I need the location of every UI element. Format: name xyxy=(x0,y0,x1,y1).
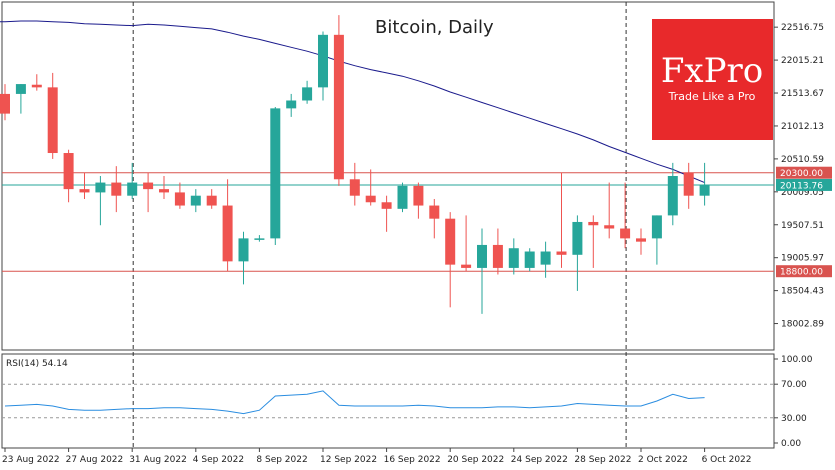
x-tick-label: 20 Sep 2022 xyxy=(447,455,504,465)
y-tick-label: 22516.75 xyxy=(781,23,824,33)
candle-body xyxy=(477,244,487,268)
candle-body xyxy=(445,218,456,265)
x-tick-label: 31 Aug 2022 xyxy=(129,455,187,465)
chart-title: Bitcoin, Daily xyxy=(375,17,494,38)
level-price-tag xyxy=(776,265,832,278)
candle-body xyxy=(302,87,313,101)
y-tick-label: 21012.13 xyxy=(781,122,824,132)
candle-body xyxy=(429,205,440,219)
candle-body xyxy=(508,248,519,268)
candle-body xyxy=(31,84,42,88)
moving-average-line xyxy=(0,20,705,184)
candle-body xyxy=(0,93,10,114)
y-tick-label: 18504.43 xyxy=(781,287,824,297)
candle-body xyxy=(47,87,58,154)
y-tick-label: 19005.97 xyxy=(781,254,824,264)
candle-body xyxy=(111,182,122,196)
fxpro-logo-tagline: Trade Like a Pro xyxy=(668,90,756,103)
candle-body xyxy=(318,34,328,88)
x-tick-label: 12 Sep 2022 xyxy=(320,455,377,465)
candle-body xyxy=(63,153,74,190)
candle-body xyxy=(620,228,631,239)
x-tick-label: 23 Aug 2022 xyxy=(2,455,60,465)
candle-body xyxy=(159,189,169,193)
candle-body xyxy=(381,202,392,209)
y-tick-label: 20510.59 xyxy=(781,155,824,165)
candle-body xyxy=(461,264,472,268)
candle-body xyxy=(636,238,646,242)
candle-body xyxy=(699,184,710,196)
main-panel-frame xyxy=(1,1,775,351)
candle-body xyxy=(333,34,344,180)
candle-body xyxy=(190,195,201,206)
y-tick-label: 22015.21 xyxy=(781,56,824,66)
x-tick-label: 8 Sep 2022 xyxy=(256,455,307,465)
candle-body xyxy=(238,238,249,262)
candle-body xyxy=(492,244,503,268)
candle-body xyxy=(15,84,26,94)
rsi-label: RSI(14) 54.14 xyxy=(6,359,68,369)
level-price-label: 18800.00 xyxy=(780,268,823,278)
candle-body xyxy=(270,108,281,239)
x-tick-label: 27 Aug 2022 xyxy=(66,455,124,465)
x-tick-label: 2 Oct 2022 xyxy=(638,455,688,465)
candle-body xyxy=(588,221,599,226)
candle-body xyxy=(143,182,154,190)
level-price-tag xyxy=(776,166,832,179)
current-price-label: 20113.76 xyxy=(780,181,823,191)
fxpro-logo-box xyxy=(652,19,773,140)
candle-body xyxy=(95,182,106,193)
y-tick-label: 18002.89 xyxy=(781,320,824,330)
candle-body xyxy=(254,238,265,240)
level-price-label: 20300.00 xyxy=(780,169,823,179)
rsi-y-tick-label: 100.00 xyxy=(781,355,813,365)
fxpro-logo-brand: FxPro xyxy=(661,51,763,91)
x-tick-label: 4 Sep 2022 xyxy=(193,455,244,465)
y-tick-label: 21513.67 xyxy=(781,89,824,99)
x-tick-label: 6 Oct 2022 xyxy=(702,455,752,465)
candle-body xyxy=(651,215,662,239)
candle-body xyxy=(540,251,551,265)
candle-body xyxy=(206,195,217,206)
candle-body xyxy=(556,251,567,255)
rsi-y-tick-label: 30.00 xyxy=(781,414,807,424)
y-tick-label: 20009.05 xyxy=(781,188,824,198)
candle-body xyxy=(524,251,535,268)
candle-body xyxy=(127,182,138,196)
x-tick-label: 16 Sep 2022 xyxy=(384,455,441,465)
rsi-panel-frame xyxy=(1,353,775,449)
candle-body xyxy=(413,185,424,206)
candle-body xyxy=(174,192,185,206)
rsi-line xyxy=(4,390,705,415)
x-tick-label: 28 Sep 2022 xyxy=(574,455,631,465)
current-price-tag xyxy=(776,178,832,191)
candle-body xyxy=(365,195,376,203)
candle-body xyxy=(349,179,360,196)
candle-body xyxy=(604,225,615,229)
x-tick-label: 24 Sep 2022 xyxy=(511,455,568,465)
y-tick-label: 19507.51 xyxy=(781,221,824,231)
rsi-y-tick-label: 70.00 xyxy=(781,380,807,390)
candle-body xyxy=(222,205,233,262)
rsi-y-tick-label: 0.00 xyxy=(781,439,801,449)
candle-body xyxy=(683,172,694,196)
candle-body xyxy=(397,185,408,209)
candle-body xyxy=(286,100,297,109)
candle-body xyxy=(79,189,90,193)
candle-body xyxy=(572,221,583,255)
candle-body xyxy=(667,176,678,216)
